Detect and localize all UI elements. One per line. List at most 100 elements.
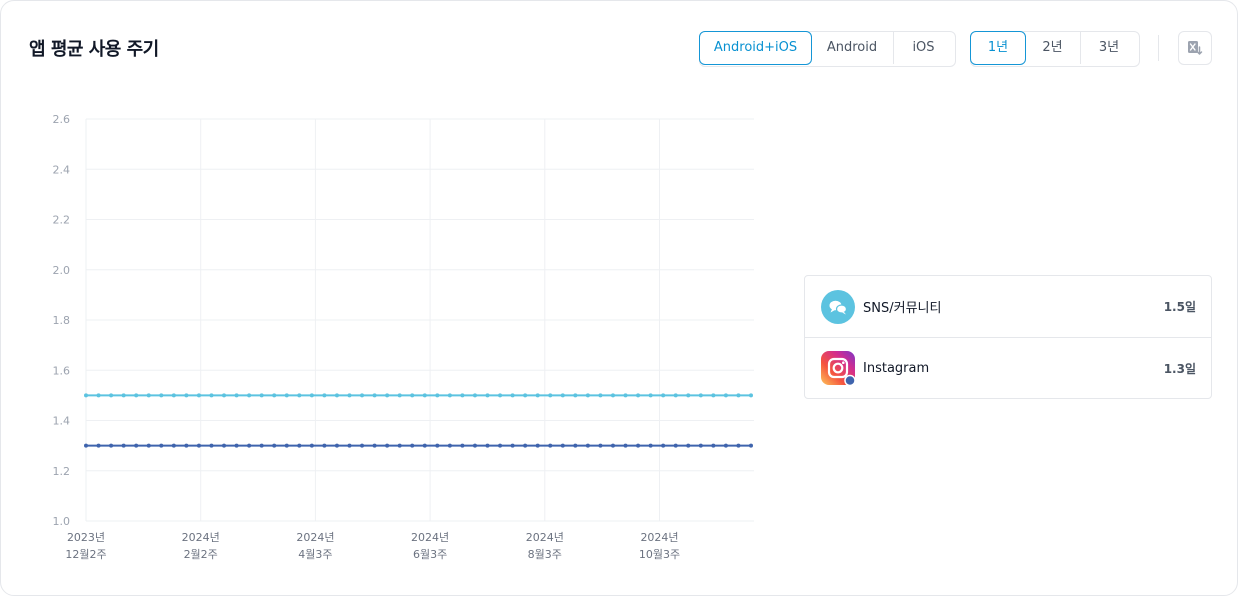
data-point[interactable] (447, 393, 452, 398)
data-point[interactable] (560, 443, 565, 448)
data-point[interactable] (385, 443, 390, 448)
data-point[interactable] (573, 443, 578, 448)
data-point[interactable] (548, 443, 553, 448)
data-point[interactable] (397, 393, 402, 398)
data-point[interactable] (548, 393, 553, 398)
data-point[interactable] (196, 443, 201, 448)
data-point[interactable] (171, 393, 176, 398)
data-point[interactable] (585, 443, 590, 448)
data-point[interactable] (109, 443, 114, 448)
tab-ios[interactable]: iOS (912, 40, 935, 55)
data-point[interactable] (736, 393, 741, 398)
data-point[interactable] (447, 443, 452, 448)
data-point[interactable] (585, 393, 590, 398)
data-point[interactable] (648, 443, 653, 448)
data-point[interactable] (360, 393, 365, 398)
data-point[interactable] (196, 393, 201, 398)
data-point[interactable] (723, 443, 728, 448)
data-point[interactable] (146, 393, 151, 398)
data-point[interactable] (698, 393, 703, 398)
data-point[interactable] (96, 393, 101, 398)
data-point[interactable] (523, 443, 528, 448)
data-point[interactable] (159, 443, 164, 448)
data-point[interactable] (636, 393, 641, 398)
data-point[interactable] (673, 443, 678, 448)
data-point[interactable] (686, 443, 691, 448)
data-point[interactable] (96, 443, 101, 448)
data-point[interactable] (372, 443, 377, 448)
data-point[interactable] (498, 393, 503, 398)
data-point[interactable] (322, 443, 327, 448)
data-point[interactable] (460, 393, 465, 398)
data-point[interactable] (334, 443, 339, 448)
tab-android-ios[interactable]: Android+iOS (699, 31, 812, 65)
data-point[interactable] (598, 443, 603, 448)
data-point[interactable] (372, 393, 377, 398)
data-point[interactable] (234, 443, 239, 448)
data-point[interactable] (535, 443, 540, 448)
data-point[interactable] (121, 443, 126, 448)
data-point[interactable] (636, 443, 641, 448)
data-point[interactable] (272, 393, 277, 398)
data-point[interactable] (723, 393, 728, 398)
data-point[interactable] (410, 443, 415, 448)
data-point[interactable] (247, 393, 252, 398)
data-point[interactable] (222, 443, 227, 448)
legend-item-sns[interactable]: SNS/커뮤니티 1.5일 (805, 276, 1211, 337)
data-point[interactable] (661, 443, 666, 448)
data-point[interactable] (422, 393, 427, 398)
data-point[interactable] (560, 393, 565, 398)
data-point[interactable] (435, 393, 440, 398)
data-point[interactable] (297, 443, 302, 448)
data-point[interactable] (309, 443, 314, 448)
data-point[interactable] (711, 393, 716, 398)
data-point[interactable] (749, 393, 753, 398)
data-point[interactable] (422, 443, 427, 448)
tab-android[interactable]: Android (811, 32, 894, 64)
data-point[interactable] (623, 393, 628, 398)
data-point[interactable] (309, 393, 314, 398)
data-point[interactable] (360, 443, 365, 448)
data-point[interactable] (623, 443, 628, 448)
data-point[interactable] (498, 443, 503, 448)
data-point[interactable] (435, 443, 440, 448)
data-point[interactable] (209, 393, 214, 398)
data-point[interactable] (259, 393, 264, 398)
data-point[interactable] (673, 393, 678, 398)
data-point[interactable] (385, 393, 390, 398)
data-point[interactable] (598, 393, 603, 398)
data-point[interactable] (610, 443, 615, 448)
data-point[interactable] (472, 393, 477, 398)
data-point[interactable] (322, 393, 327, 398)
data-point[interactable] (284, 443, 289, 448)
data-point[interactable] (334, 393, 339, 398)
data-point[interactable] (222, 393, 227, 398)
data-point[interactable] (535, 393, 540, 398)
tab-1-year[interactable]: 1년 (970, 31, 1026, 65)
data-point[interactable] (510, 443, 515, 448)
data-point[interactable] (84, 443, 88, 448)
data-point[interactable] (209, 443, 214, 448)
data-point[interactable] (184, 393, 189, 398)
data-point[interactable] (648, 393, 653, 398)
data-point[interactable] (234, 393, 239, 398)
data-point[interactable] (460, 443, 465, 448)
data-point[interactable] (523, 393, 528, 398)
data-point[interactable] (297, 393, 302, 398)
data-point[interactable] (134, 443, 139, 448)
data-point[interactable] (736, 443, 741, 448)
data-point[interactable] (485, 443, 490, 448)
data-point[interactable] (410, 393, 415, 398)
data-point[interactable] (397, 443, 402, 448)
legend-item-instagram[interactable]: Instagram 1.3일 (805, 337, 1211, 398)
data-point[interactable] (485, 393, 490, 398)
data-point[interactable] (259, 443, 264, 448)
data-point[interactable] (749, 443, 753, 448)
data-point[interactable] (661, 393, 666, 398)
data-point[interactable] (610, 393, 615, 398)
tab-2-years[interactable]: 2년 (1025, 32, 1081, 64)
data-point[interactable] (711, 443, 716, 448)
data-point[interactable] (146, 443, 151, 448)
data-point[interactable] (510, 393, 515, 398)
data-point[interactable] (698, 443, 703, 448)
